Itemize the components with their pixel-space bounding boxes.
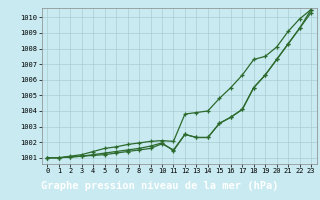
Text: Graphe pression niveau de la mer (hPa): Graphe pression niveau de la mer (hPa)	[41, 181, 279, 191]
